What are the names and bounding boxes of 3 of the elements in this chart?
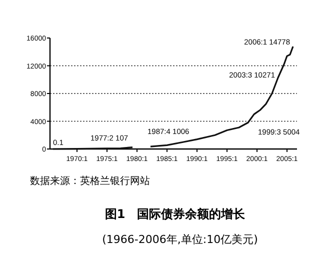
source-note: 数据来源：英格兰银行网站 <box>30 175 150 187</box>
text: 图1 国际债券余额的增长 <box>104 207 246 221</box>
text: (1966-2006年,单位:10亿美元) <box>102 233 258 246</box>
